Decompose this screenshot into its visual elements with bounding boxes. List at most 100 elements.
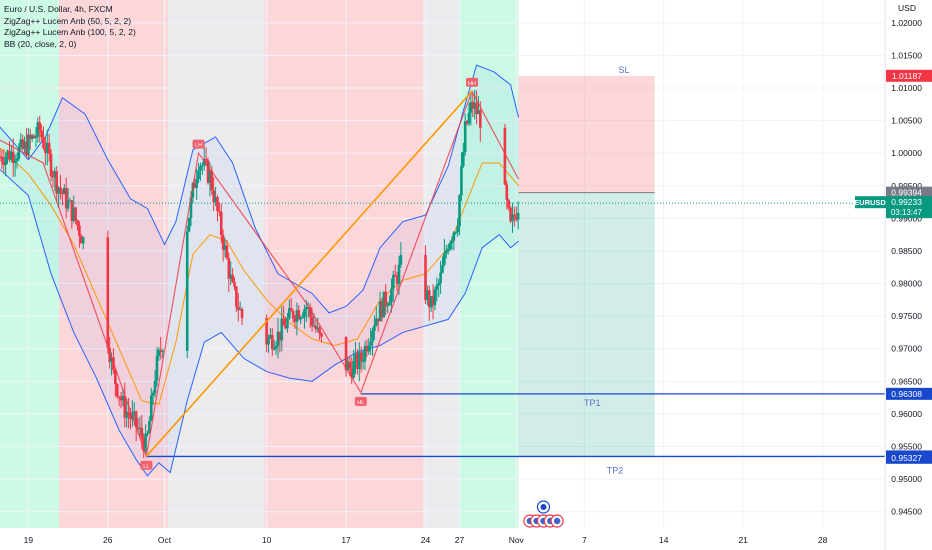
x-tick-label: 19	[24, 535, 34, 545]
candle-body	[308, 307, 312, 317]
candle-body	[132, 411, 136, 414]
candle-body	[81, 237, 85, 244]
candle-body	[53, 171, 57, 178]
candle-body	[106, 237, 110, 348]
candle-body	[201, 165, 204, 167]
candle-body	[236, 306, 240, 310]
candle-body	[477, 110, 480, 115]
candle-body	[189, 197, 193, 219]
candle-body	[125, 411, 128, 418]
candle-body	[306, 307, 310, 309]
candle-body	[513, 214, 516, 218]
candle-body	[121, 395, 125, 401]
candle-body	[240, 309, 244, 319]
x-tick-label: 17	[341, 535, 351, 545]
candle-body	[23, 141, 26, 149]
pivot-badge	[140, 460, 153, 470]
legend-bb[interactable]: BB (20, close, 2, 0)	[4, 38, 77, 49]
candle-body	[359, 352, 363, 362]
candle-body	[129, 415, 132, 420]
candle-body	[397, 264, 401, 284]
candle-body	[19, 139, 23, 148]
candle-body	[64, 187, 68, 209]
candle-body	[454, 232, 458, 234]
candle-body	[191, 183, 195, 198]
pivot-badge-label: LH	[195, 143, 202, 149]
candle-body	[61, 190, 64, 195]
pivot-badge-label: HH	[468, 81, 476, 87]
candle-body	[123, 395, 127, 418]
y-tick-label: 1.00500	[891, 116, 922, 126]
candle-body	[441, 264, 444, 273]
candle-body	[435, 285, 439, 290]
candle-body	[363, 345, 367, 362]
candle-body	[115, 384, 119, 397]
x-tick-label: 14	[659, 535, 669, 545]
candle-body	[74, 207, 77, 221]
candle-body	[155, 355, 159, 381]
candle-body	[384, 291, 388, 307]
x-tick-label: 10	[262, 535, 272, 545]
zigzag-short	[0, 89, 520, 459]
sl-price: 1.01187	[892, 71, 922, 81]
x-tick-label: 28	[818, 535, 828, 545]
bb-lower	[0, 169, 519, 477]
candle-body	[57, 187, 60, 194]
candle-body	[469, 102, 473, 113]
candle-body	[134, 411, 138, 428]
candle-body	[293, 318, 297, 322]
candle-body	[70, 200, 74, 222]
candle-body	[210, 170, 214, 191]
legend-symbol[interactable]: Euro / U.S. Dollar, 4h, FXCM	[4, 4, 113, 14]
y-tick-label: 0.99500	[891, 181, 922, 191]
candle-body	[503, 127, 507, 185]
legend-zigzag-1[interactable]: ZigZag++ Lucem Anb (50, 5, 2, 2)	[4, 15, 132, 26]
candle-body	[269, 334, 272, 338]
candle-body	[146, 433, 149, 435]
time-axis: 19 26 Oct 10 17 24 27 Nov 7 14 21 28	[24, 535, 828, 545]
candle-body	[223, 245, 227, 250]
candle-body	[214, 197, 217, 203]
candle-body	[446, 249, 450, 252]
pivot-badge	[466, 77, 478, 87]
candle-body	[373, 325, 376, 331]
candle-body	[378, 301, 382, 322]
candle-body	[463, 121, 467, 153]
candle-body	[460, 166, 463, 196]
candles	[0, 89, 520, 459]
candle-body	[305, 307, 308, 310]
candle-body	[354, 353, 357, 361]
chart-legend: Euro / U.S. Dollar, 4h, FXCM ZigZag++ Lu…	[4, 4, 136, 50]
tp-levels	[146, 393, 885, 458]
candle-body	[516, 212, 520, 220]
candle-body	[117, 396, 121, 398]
candle-body	[138, 427, 142, 429]
candle-body	[507, 199, 510, 208]
candle-body	[114, 369, 117, 385]
candle-body	[274, 345, 278, 349]
candle-body	[462, 152, 465, 167]
legend-zigzag-2[interactable]: ZigZag++ Lucem Anb (100, 5, 2, 2)	[4, 27, 136, 37]
candle-body	[0, 156, 4, 162]
candle-body	[6, 150, 9, 157]
candle-body	[15, 158, 19, 161]
candle-body	[289, 307, 293, 312]
candle-body	[151, 392, 155, 396]
candle-body	[479, 110, 482, 128]
candle-body	[386, 305, 389, 307]
x-tick-label: 7	[582, 535, 587, 545]
candle-body	[66, 200, 70, 209]
symbol-tag	[855, 196, 886, 209]
x-tick-label: 21	[738, 535, 748, 545]
tp2-alt-price-box	[886, 451, 932, 464]
pivot-badge	[354, 396, 367, 406]
candle-body	[233, 281, 236, 287]
y-tick-label: 0.98500	[891, 246, 922, 256]
candle-body	[310, 316, 314, 326]
candle-body	[299, 317, 302, 320]
candle-body	[144, 433, 147, 452]
y-tick-label: 0.95000	[891, 474, 922, 484]
eurusd-price-box	[886, 196, 932, 219]
